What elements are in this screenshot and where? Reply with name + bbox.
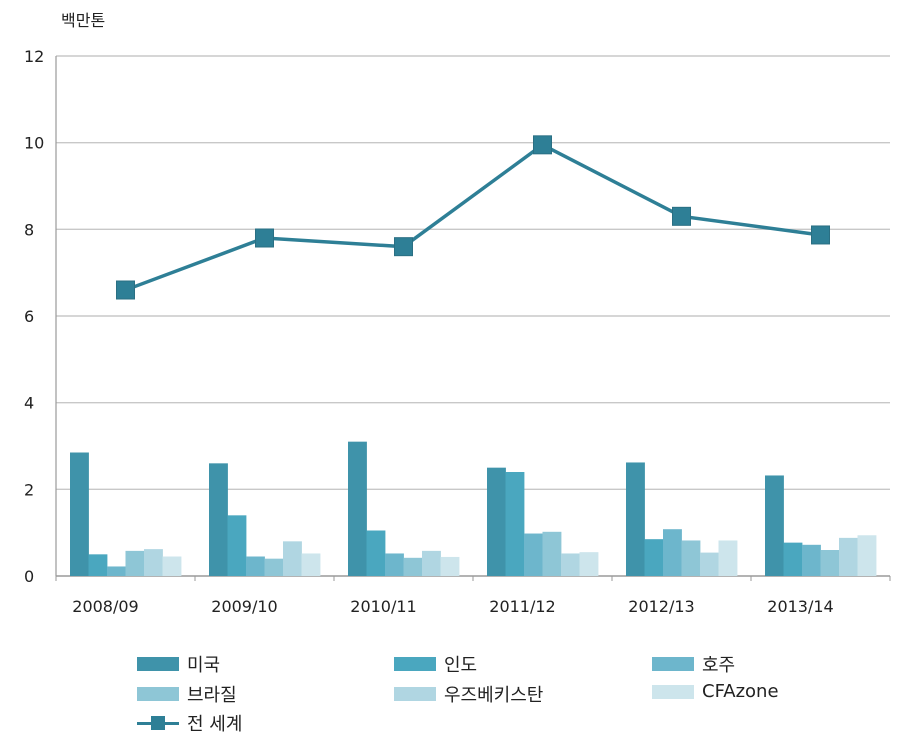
marker-전 세계-2008/09: [116, 280, 135, 300]
x-tick-label: 2009/10: [211, 597, 277, 616]
y-tick-label: 6: [24, 307, 34, 326]
bar-브라질-2012/13: [681, 540, 701, 576]
bar-미국-2010/11: [348, 441, 367, 576]
bar-우즈베키스탄-2013/14: [839, 537, 858, 576]
bar-미국-2009/10: [209, 463, 228, 576]
marker-전 세계-2013/14: [811, 225, 830, 245]
bar-미국-2008/09: [70, 452, 89, 576]
bar-호주-2009/10: [246, 556, 265, 576]
bar-호주-2012/13: [663, 529, 682, 576]
bar-호주-2013/14: [802, 544, 821, 576]
bar-인도-2011/12: [505, 472, 525, 576]
bar-우즈베키스탄-2008/09: [144, 549, 163, 576]
bar-CFAzone-2008/09: [162, 556, 182, 576]
bar-브라질-2009/10: [264, 558, 284, 576]
bar-CFAzone-2009/10: [301, 553, 321, 576]
line-전 세계: [124, 142, 821, 292]
x-tick-label: 2010/11: [350, 597, 416, 616]
marker-전 세계-2011/12: [533, 135, 552, 155]
bar-브라질-2008/09: [125, 550, 145, 576]
bar-브라질-2010/11: [403, 557, 423, 576]
marker-전 세계-2010/11: [394, 237, 413, 257]
y-tick-label: 8: [24, 220, 34, 239]
bar-CFAzone-2010/11: [440, 556, 460, 576]
bar-인도-2008/09: [88, 554, 108, 576]
bar-미국-2013/14: [765, 475, 784, 576]
bar-브라질-2013/14: [820, 550, 840, 576]
unit-label: 백만톤: [61, 11, 105, 30]
bar-우즈베키스탄-2009/10: [283, 541, 302, 576]
y-tick-label: 10: [24, 134, 44, 153]
bar-호주-2011/12: [524, 533, 543, 576]
bar-CFAzone-2013/14: [857, 535, 877, 576]
bar-인도-2010/11: [366, 530, 386, 576]
x-tick-label: 2011/12: [489, 597, 555, 616]
x-tick-label: 2013/14: [767, 597, 833, 616]
x-tick-label: 2008/09: [72, 597, 138, 616]
bar-우즈베키스탄-2011/12: [561, 553, 580, 576]
y-tick-label: 0: [24, 567, 34, 586]
bar-우즈베키스탄-2010/11: [422, 550, 441, 576]
bar-호주-2008/09: [107, 566, 126, 576]
marker-전 세계-2012/13: [672, 206, 691, 226]
bar-호주-2010/11: [385, 553, 404, 576]
y-tick-label: 2: [24, 480, 34, 499]
bar-브라질-2011/12: [542, 531, 562, 576]
bar-미국-2011/12: [487, 467, 506, 576]
bar-인도-2009/10: [227, 515, 247, 576]
y-tick-label: 12: [24, 47, 44, 66]
x-tick-label: 2012/13: [628, 597, 694, 616]
y-tick-label: 4: [24, 394, 34, 413]
bar-인도-2013/14: [783, 542, 803, 576]
bar-CFAzone-2011/12: [579, 552, 599, 576]
bar-인도-2012/13: [644, 539, 664, 576]
marker-전 세계-2009/10: [255, 228, 274, 248]
bar-CFAzone-2012/13: [718, 540, 738, 576]
bar-미국-2012/13: [626, 462, 645, 576]
bar-우즈베키스탄-2012/13: [700, 552, 719, 576]
